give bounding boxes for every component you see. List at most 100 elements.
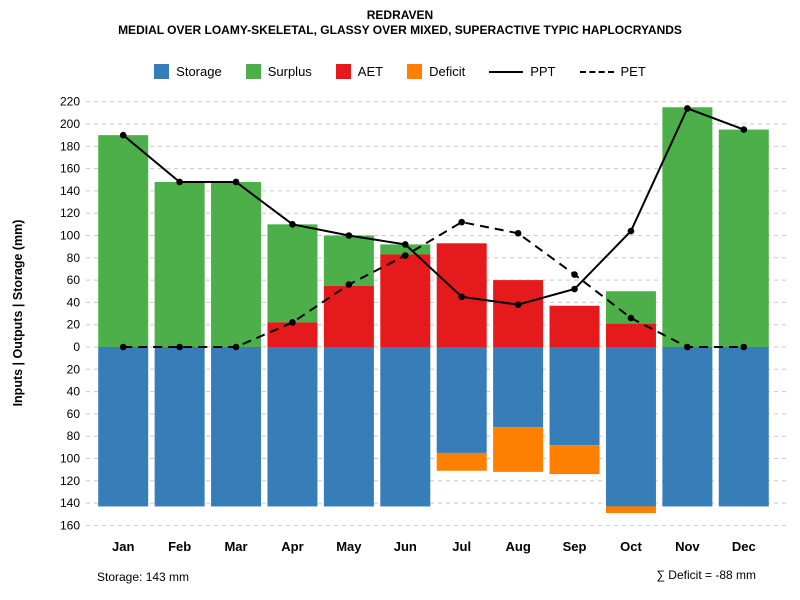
y-tick-label: 120: [60, 474, 80, 488]
solid-line-icon: [489, 70, 524, 73]
y-axis-title: Inputs | Outputs | Storage (mm): [11, 220, 25, 407]
month-label-dec: Dec: [732, 539, 756, 554]
surplus-bar-may: [323, 235, 374, 286]
surplus-bar-jan: [98, 135, 149, 347]
legend-label: Deficit: [429, 64, 466, 79]
ppt-line-point-jun: [401, 241, 409, 248]
storage-bar-sep: [549, 347, 600, 446]
y-tick-label: 220: [60, 95, 80, 109]
ppt-line-point-feb: [176, 178, 183, 186]
month-label-jun: Jun: [394, 539, 417, 554]
storage-bar-oct: [605, 347, 656, 507]
pet-line-point-feb: [176, 343, 183, 351]
legend-item-storage: Storage: [154, 64, 222, 79]
aet-bar-jun: [380, 254, 431, 347]
y-tick-label: 20: [67, 318, 81, 332]
bars: [98, 107, 769, 514]
legend-item-deficit: Deficit: [407, 64, 465, 79]
y-tick-label: 40: [67, 385, 81, 399]
y-tick-label: 0: [73, 340, 80, 354]
ppt-line-point-jul: [458, 293, 466, 301]
y-tick-label: 100: [60, 452, 80, 466]
pet-line-point-oct: [627, 314, 635, 322]
y-tick-label: 60: [67, 407, 81, 421]
legend-swatch-icon: [154, 64, 170, 79]
legend-label: PPT: [530, 64, 556, 79]
month-label-apr: Apr: [281, 539, 303, 554]
ppt-line-points: [119, 105, 748, 308]
surplus-bar-dec: [718, 129, 769, 347]
storage-bar-nov: [662, 347, 713, 507]
y-tick-label: 120: [60, 206, 80, 220]
pet-line-point-jun: [401, 252, 409, 259]
storage-bar-feb: [154, 347, 205, 507]
surplus-bar-feb: [154, 181, 205, 347]
month-label-may: May: [336, 539, 362, 554]
storage-bar-may: [323, 347, 374, 507]
pet-line-point-nov: [684, 343, 691, 351]
month-label-jan: Jan: [112, 539, 134, 554]
pet-line-point-mar: [232, 343, 240, 351]
surplus-bar-jun: [380, 244, 431, 255]
y-tick-label: 20: [67, 362, 81, 376]
deficit-bar-sep: [549, 445, 600, 475]
month-label-feb: Feb: [168, 539, 191, 554]
pet-line-point-apr: [289, 319, 296, 326]
legend-item-pet: PET: [579, 64, 646, 79]
ppt-line-point-jan: [119, 131, 127, 139]
surplus-bar-apr: [267, 224, 318, 323]
pet-line-point-may: [345, 281, 353, 288]
storage-bar-apr: [267, 347, 318, 507]
y-tick-label: 80: [67, 251, 81, 265]
ppt-line-point-aug: [514, 301, 522, 308]
surplus-bar-mar: [211, 181, 262, 347]
pet-line-points: [119, 218, 748, 351]
legend-item-surplus: Surplus: [245, 64, 312, 79]
y-tick-labels: 2202001801601401201008060402002040608010…: [60, 95, 80, 533]
legend-swatch-icon: [245, 64, 261, 79]
ppt-line-point-mar: [232, 178, 240, 186]
surplus-bar-nov: [662, 107, 713, 348]
y-tick-label: 140: [60, 496, 80, 510]
aet-bar-oct: [605, 323, 656, 347]
aet-bar-apr: [267, 322, 318, 347]
legend-swatch-icon: [407, 64, 423, 79]
y-tick-label: 80: [67, 429, 81, 443]
ppt-line-point-may: [345, 232, 353, 239]
x-axis-labels: Jan Feb Mar Apr May Jun Jul Aug Sep Oct Nov Dec: [112, 539, 756, 554]
legend-label: AET: [357, 64, 384, 79]
storage-bar-jan: [98, 347, 149, 507]
deficit-bar-aug: [493, 427, 544, 472]
aet-bar-may: [323, 285, 374, 347]
deficit-sum-annotation: ∑ Deficit = -88 mm: [656, 568, 756, 582]
deficit-bar-jul: [436, 452, 487, 471]
ppt-line-point-dec: [740, 126, 748, 133]
pet-line-point-aug: [514, 229, 522, 237]
y-tick-label: 100: [60, 229, 80, 243]
ppt-line-point-oct: [627, 227, 635, 235]
ppt-line: [122, 107, 745, 306]
y-tick-label: 140: [60, 184, 80, 198]
month-label-mar: Mar: [224, 539, 247, 554]
aet-bar-sep: [549, 305, 600, 347]
y-tick-label: 60: [67, 273, 81, 287]
y-tick-label: 160: [60, 162, 80, 176]
pet-line-point-sep: [571, 271, 578, 278]
month-label-jul: Jul: [452, 539, 471, 554]
deficit-bar-oct: [605, 506, 656, 514]
legend-item-ppt: PPT: [489, 64, 556, 79]
storage-bar-aug: [493, 347, 544, 428]
pet-line: [123, 221, 744, 348]
chart-title: REDRAVEN: [366, 8, 434, 22]
pet-line-point-jul: [458, 218, 466, 226]
ppt-line-point-nov: [684, 105, 691, 112]
legend-swatch-icon: [335, 64, 351, 79]
pet-line-point-jan: [119, 343, 127, 351]
storage-bar-jun: [380, 347, 431, 507]
legend-label: Storage: [176, 64, 222, 79]
storage-annotation: Storage: 143 mm: [97, 570, 190, 584]
pet-line-point-dec: [740, 343, 748, 351]
month-label-sep: Sep: [563, 539, 587, 554]
legend-label: Surplus: [267, 64, 312, 79]
